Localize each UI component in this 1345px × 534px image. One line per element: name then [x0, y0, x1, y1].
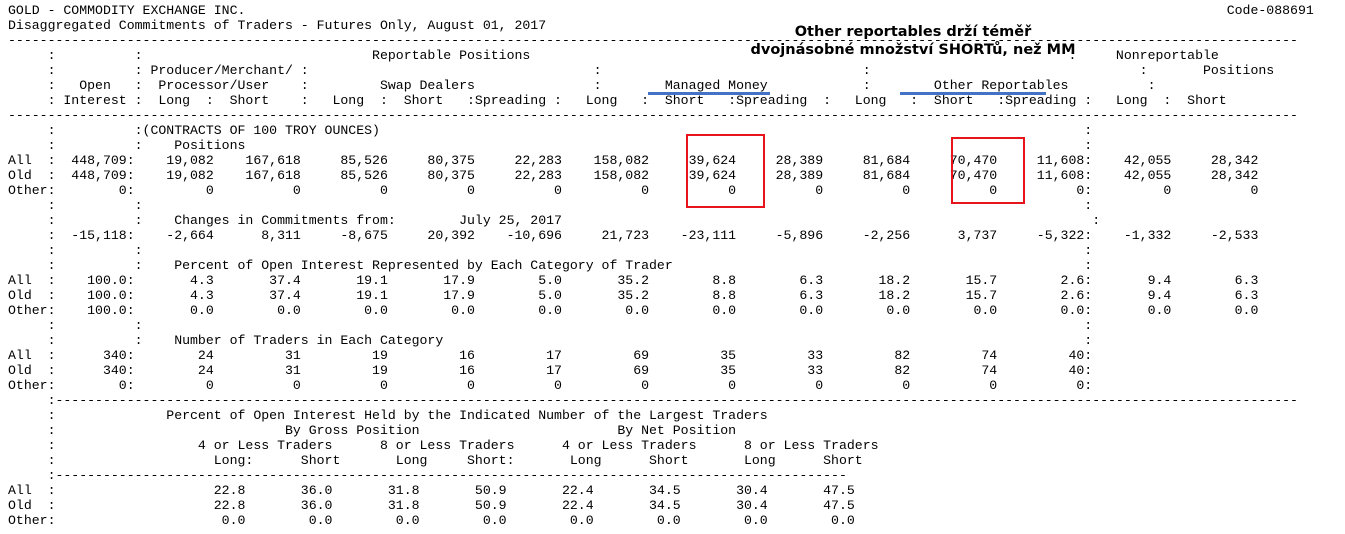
report-line: Other: 0.0 0.0 0.0 0.0 0.0 0.0 0.0 0.0	[8, 513, 855, 528]
report-line: : : :	[8, 243, 1093, 258]
report-line: : : Positions :	[8, 138, 1093, 153]
report-line: Other: 100.0: 0.0 0.0 0.0 0.0 0.0 0.0 0.…	[8, 303, 1259, 318]
report-line: : : Changes in Commitments from: July 25…	[8, 213, 1101, 228]
report-line: All : 340: 24 31 19 16 17 69 35 33 82 74…	[8, 348, 1093, 363]
report-line: Other: 0: 0 0 0 0 0 0 0 0 0 0 0:	[8, 378, 1093, 393]
cot-report: GOLD - COMMODITY EXCHANGE INC. Code-0886…	[8, 3, 1314, 528]
report-line: All : 22.8 36.0 31.8 50.9 22.4 34.5 30.4…	[8, 483, 855, 498]
report-line: : : :	[8, 198, 1093, 213]
report-line: : : Percent of Open Interest Represented…	[8, 258, 1093, 273]
report-line: : By Gross Position By Net Position	[8, 423, 737, 438]
report-line: : :(CONTRACTS OF 100 TROY OUNCES) :	[8, 123, 1093, 138]
report-line: :---------------------------------------…	[8, 468, 847, 483]
report-line: ----------------------------------------…	[8, 33, 1298, 48]
report-line: : -15,118: -2,664 8,311 -8,675 20,392 -1…	[8, 228, 1259, 243]
report-line: ----------------------------------------…	[8, 108, 1298, 123]
report-line: Old : 22.8 36.0 31.8 50.9 22.4 34.5 30.4…	[8, 498, 855, 513]
report-line: : Interest : Long : Short : Long : Short…	[8, 93, 1227, 108]
report-line: : Percent of Open Interest Held by the I…	[8, 408, 768, 423]
annotation-line-2: dvojnásobné množství SHORTů, než MM	[750, 42, 1076, 58]
report-line: : : Producer/Merchant/ : : : : Positions	[8, 63, 1275, 78]
report-line: : Open : Processor/User : Swap Dealers :…	[8, 78, 1156, 93]
report-line: Other: 0: 0 0 0 0 0 0 0 0 0 0 0: 0 0	[8, 183, 1259, 198]
annotation-callout: Other reportables drží téměř dvojnásobné…	[728, 23, 1098, 59]
report-line: : Long: Short Long Short: Long Short Lon…	[8, 453, 863, 468]
report-line: Disaggregated Commitments of Traders - F…	[8, 18, 547, 33]
other-reportables-underline	[900, 92, 1046, 95]
report-line: : : :	[8, 318, 1093, 333]
report-line: :---------------------------------------…	[8, 393, 1298, 408]
report-line: Old : 448,709: 19,082 167,618 85,526 80,…	[8, 168, 1259, 183]
report-line: : 4 or Less Traders 8 or Less Traders 4 …	[8, 438, 879, 453]
report-line: GOLD - COMMODITY EXCHANGE INC. Code-0886…	[8, 3, 1314, 18]
report-line: : : Number of Traders in Each Category :	[8, 333, 1093, 348]
other-reportables-short-highlight	[951, 137, 1025, 204]
managed-money-underline	[648, 92, 770, 95]
report-line: Old : 340: 24 31 19 16 17 69 35 33 82 74…	[8, 363, 1093, 378]
report-line: : : Reportable Positions : Nonreportable	[8, 48, 1219, 63]
report-line: Old : 100.0: 4.3 37.4 19.1 17.9 5.0 35.2…	[8, 288, 1259, 303]
report-line: All : 448,709: 19,082 167,618 85,526 80,…	[8, 153, 1259, 168]
report-line: All : 100.0: 4.3 37.4 19.1 17.9 5.0 35.2…	[8, 273, 1259, 288]
managed-money-short-highlight	[686, 134, 765, 208]
annotation-line-1: Other reportables drží téměř	[794, 24, 1032, 40]
